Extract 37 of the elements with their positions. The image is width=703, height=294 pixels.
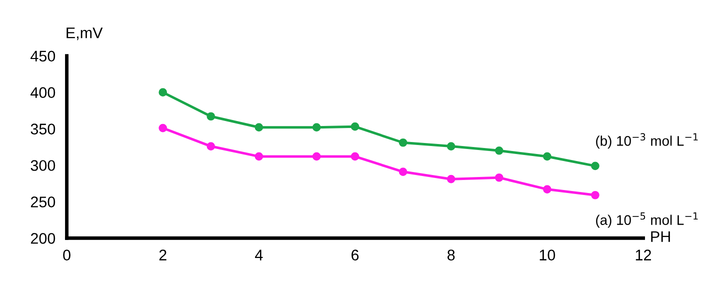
x-axis-title: PH bbox=[651, 231, 670, 242]
point bbox=[350, 122, 360, 131]
y-tick-label: 400 bbox=[30, 87, 56, 98]
point bbox=[350, 152, 360, 161]
point bbox=[446, 142, 456, 150]
y-tick-label: 450 bbox=[30, 50, 56, 62]
x-tick-label: 10 bbox=[540, 250, 556, 260]
y-tick-label: 200 bbox=[30, 233, 56, 244]
x-tick-label: 12 bbox=[636, 250, 651, 260]
point bbox=[206, 112, 216, 121]
x-tick-label: 8 bbox=[448, 250, 455, 260]
y-tick-label: 250 bbox=[30, 196, 56, 208]
point bbox=[494, 146, 504, 155]
x-tick-label: 2 bbox=[159, 250, 166, 260]
x-tick-label: 0 bbox=[63, 250, 70, 260]
point bbox=[543, 152, 552, 161]
point bbox=[312, 123, 321, 132]
series-label: (a) 10$^{−5}$ mol L$^{−1}$ bbox=[596, 212, 698, 228]
y-tick-label: 350 bbox=[30, 124, 56, 134]
point bbox=[206, 142, 216, 150]
point bbox=[158, 124, 168, 132]
point bbox=[494, 173, 504, 182]
point bbox=[254, 152, 264, 161]
y-tick-label: 300 bbox=[30, 160, 56, 171]
point bbox=[254, 123, 264, 132]
x-tick-label: 4 bbox=[255, 250, 263, 260]
point bbox=[591, 162, 600, 170]
series-label: (b) 10$^{−3}$ mol L$^{−1}$ bbox=[596, 133, 698, 149]
point bbox=[398, 138, 408, 147]
point bbox=[446, 174, 456, 184]
point bbox=[543, 185, 552, 194]
point bbox=[158, 88, 168, 96]
point bbox=[312, 152, 321, 161]
y-axis-title: E,mV bbox=[66, 28, 103, 40]
x-tick-label: 6 bbox=[352, 250, 359, 260]
point bbox=[591, 190, 600, 200]
point bbox=[398, 168, 408, 176]
